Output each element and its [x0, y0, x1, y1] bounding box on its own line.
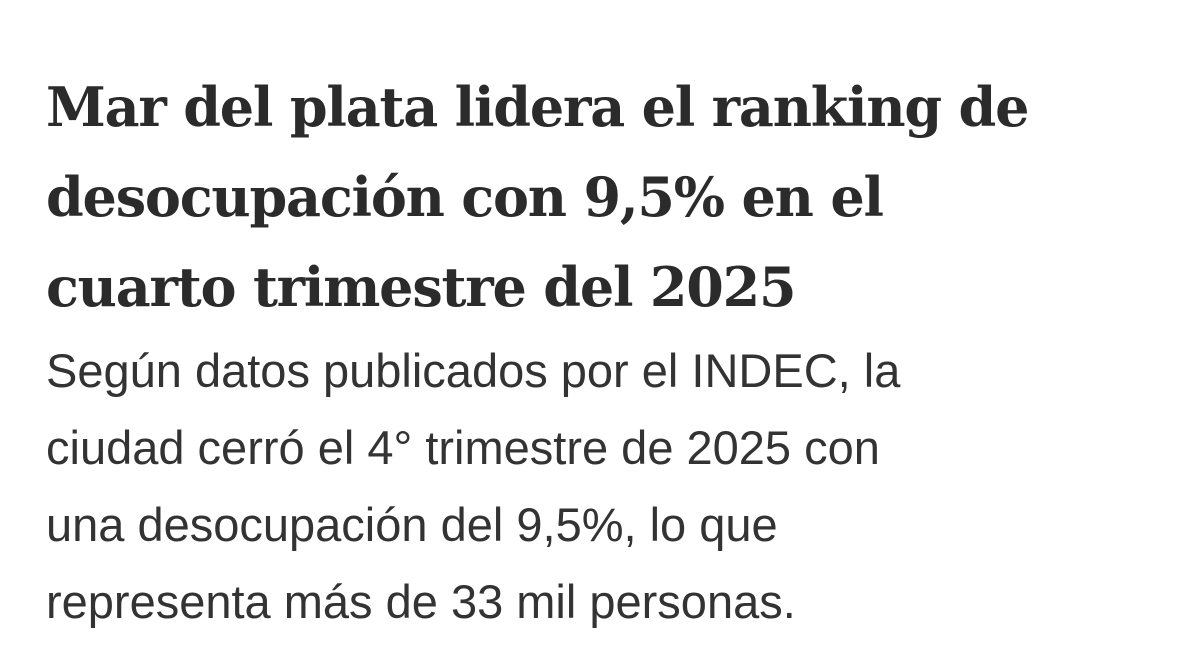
article-headline: Mar del plata lidera el ranking de desoc…: [46, 62, 1166, 332]
lead-line: ciudad cerró el 4° trimestre de 2025 con: [46, 421, 880, 474]
headline-line: Mar del plata lidera el ranking de: [46, 75, 1029, 139]
news-article: Mar del plata lidera el ranking de desoc…: [46, 62, 1166, 640]
headline-line: cuarto trimestre del 2025: [46, 255, 797, 319]
lead-line: Según datos publicados por el INDEC, la: [46, 344, 901, 397]
article-lead: Según datos publicados por el INDEC, la …: [46, 332, 1166, 640]
headline-line: desocupación con 9,5% en el: [46, 165, 884, 229]
lead-line: representa más de 33 mil personas.: [46, 575, 796, 628]
lead-line: una desocupación del 9,5%, lo que: [46, 498, 778, 551]
